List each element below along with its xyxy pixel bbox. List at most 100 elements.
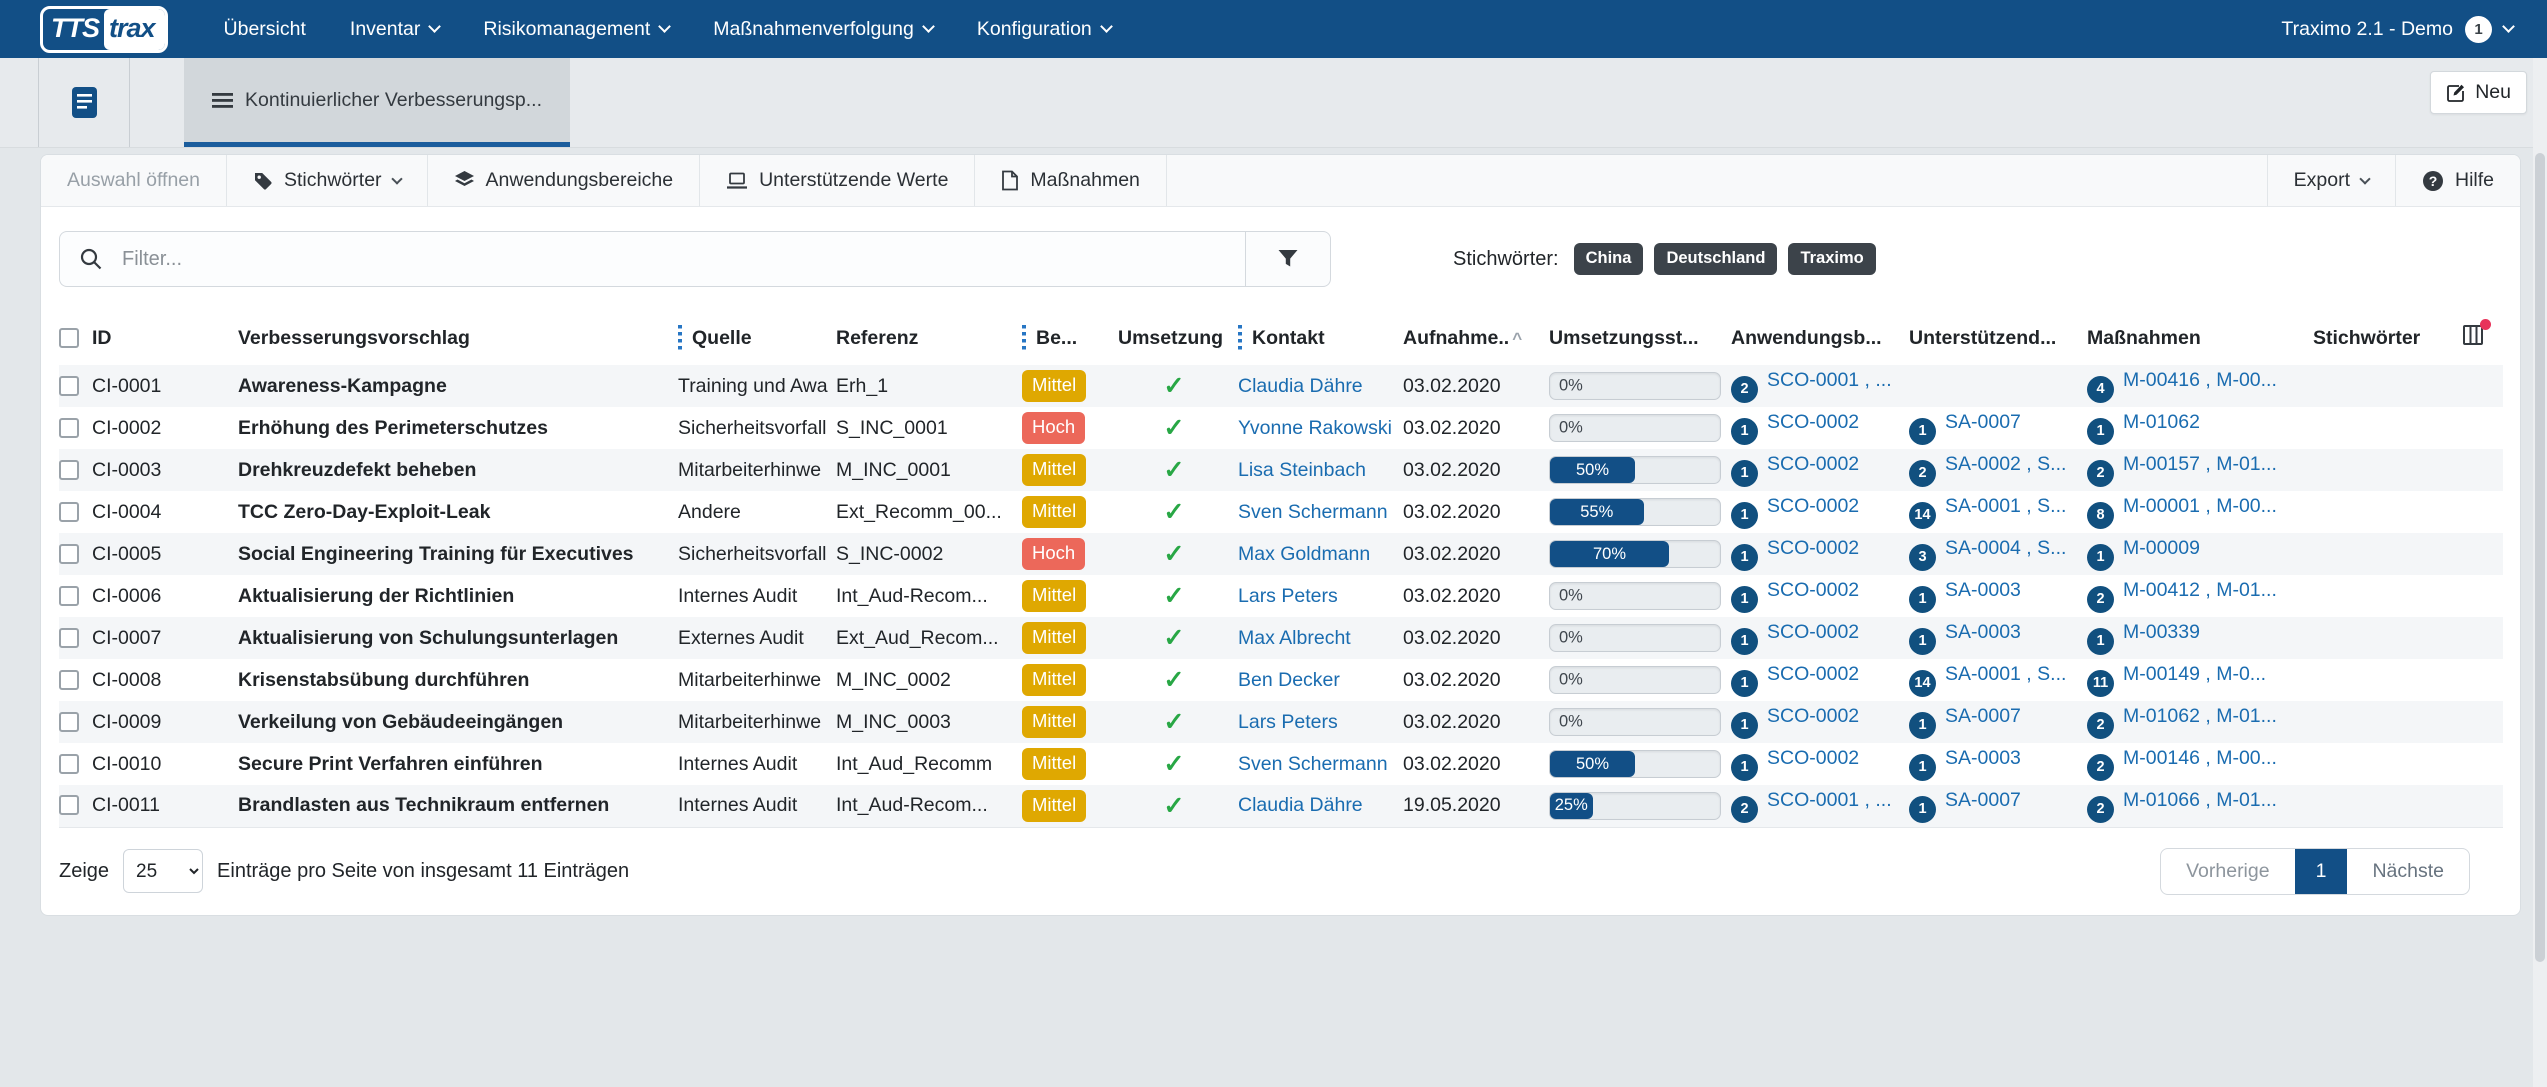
keyword-badge-deutschland[interactable]: Deutschland (1654, 243, 1778, 275)
scopes-cell-link[interactable]: SCO-0002 (1767, 411, 1860, 434)
column-header-unterstuetzende-werte[interactable]: Unterstützend... (1909, 326, 2057, 349)
contact-link[interactable]: Yvonne Rakowski (1238, 416, 1392, 439)
column-header-verbesserungsvorschlag[interactable]: Verbesserungsvorschlag (238, 326, 470, 349)
column-header-massnahmen[interactable]: Maßnahmen (2087, 326, 2201, 349)
filter-funnel-button[interactable] (1245, 231, 1331, 287)
column-header-umsetzung[interactable]: Umsetzung (1118, 326, 1224, 349)
scopes-cell-link[interactable]: SCO-0002 (1767, 747, 1860, 770)
measures-cell-link[interactable]: M-00149 , M-0... (2123, 663, 2267, 686)
scopes-cell-link[interactable]: SCO-0001 , ... (1767, 789, 1892, 811)
measures-cell-link[interactable]: M-00157 , M-01... (2123, 453, 2277, 476)
measures-cell-link[interactable]: M-00146 , M-00... (2123, 747, 2277, 770)
contact-link[interactable]: Lars Peters (1238, 584, 1338, 607)
scopes-cell-link[interactable]: SCO-0002 (1767, 621, 1860, 644)
pagination-previous-button[interactable]: Vorherige (2186, 859, 2270, 882)
row-checkbox[interactable] (59, 795, 79, 816)
column-header-referenz[interactable]: Referenz (836, 326, 919, 349)
scrollbar-thumb[interactable] (2535, 153, 2545, 962)
page-size-select[interactable]: 25 (123, 849, 204, 893)
measures-button[interactable]: Maßnahmen (975, 155, 1167, 206)
measures-cell-link[interactable]: M-01062 (2123, 411, 2200, 434)
supporting-values-cell-link[interactable]: SA-0003 (1945, 621, 2021, 644)
column-header-kontakt[interactable]: Kontakt (1238, 313, 1403, 365)
new-entry-button[interactable]: Neu (2430, 71, 2527, 114)
row-checkbox[interactable] (59, 669, 79, 690)
supporting-values-cell-link[interactable]: SA-0007 (1945, 705, 2021, 728)
select-all-checkbox[interactable] (59, 327, 79, 348)
supporting-values-button[interactable]: Unterstützende Werte (700, 155, 976, 206)
scopes-button[interactable]: Anwendungsbereiche (428, 155, 701, 206)
row-checkbox[interactable] (59, 375, 79, 396)
menu-item-konfiguration[interactable]: Konfiguration (977, 18, 1113, 41)
column-drag-handle[interactable] (1238, 325, 1242, 351)
tenant-switcher[interactable]: Traximo 2.1 - Demo 1 (2281, 15, 2515, 43)
column-header-quelle[interactable]: Quelle (678, 313, 836, 365)
measures-cell-link[interactable]: M-00009 (2123, 537, 2200, 560)
scopes-cell-link[interactable]: SCO-0002 (1767, 537, 1860, 560)
supporting-values-cell-link[interactable]: SA-0007 (1945, 789, 2021, 811)
measures-cell-link[interactable]: M-00412 , M-01... (2123, 579, 2277, 602)
keyword-badge-china[interactable]: China (1573, 243, 1644, 275)
row-checkbox[interactable] (59, 417, 79, 438)
app-logo[interactable]: TTS trax (40, 5, 168, 53)
contact-link[interactable]: Lars Peters (1238, 710, 1338, 733)
column-picker-button[interactable] (2461, 319, 2491, 347)
contact-link[interactable]: Ben Decker (1238, 668, 1340, 691)
pagination-next-button[interactable]: Nächste (2372, 859, 2444, 882)
export-dropdown-button[interactable]: Export (2266, 155, 2395, 206)
row-checkbox[interactable] (59, 501, 79, 522)
row-checkbox[interactable] (59, 543, 79, 564)
scopes-cell-link[interactable]: SCO-0002 (1767, 663, 1860, 686)
contact-link[interactable]: Sven Schermann (1238, 752, 1388, 775)
contact-link[interactable]: Max Goldmann (1238, 542, 1371, 565)
column-header-bewertung[interactable]: Be... (1022, 313, 1118, 365)
open-selection-button[interactable]: Auswahl öffnen (41, 155, 227, 206)
supporting-values-cell-link[interactable]: SA-0003 (1945, 747, 2021, 770)
column-drag-handle[interactable] (1022, 325, 1026, 351)
help-button[interactable]: ? Hilfe (2394, 155, 2520, 206)
contact-link[interactable]: Claudia Dähre (1238, 374, 1363, 397)
measures-cell-link[interactable]: M-00416 , M-00... (2123, 369, 2277, 392)
row-checkbox[interactable] (59, 753, 79, 774)
keyword-badge-traximo[interactable]: Traximo (1788, 243, 1876, 275)
menu-item-massnahmenverfolgung[interactable]: Maßnahmenverfolgung (713, 18, 935, 41)
contact-link[interactable]: Sven Schermann (1238, 500, 1388, 523)
vertical-scrollbar[interactable] (2533, 58, 2547, 1087)
filter-input[interactable] (59, 231, 1245, 287)
column-header-umsetzungsstand[interactable]: Umsetzungsst... (1549, 326, 1699, 349)
scopes-cell-link[interactable]: SCO-0002 (1767, 495, 1860, 518)
supporting-values-cell-link[interactable]: SA-0002 , S... (1945, 453, 2067, 476)
row-checkbox[interactable] (59, 627, 79, 648)
scopes-cell-link[interactable]: SCO-0002 (1767, 579, 1860, 602)
contact-link[interactable]: Max Albrecht (1238, 626, 1351, 649)
supporting-values-cell-link[interactable]: SA-0001 , S... (1945, 663, 2067, 686)
scopes-cell-link[interactable]: SCO-0002 (1767, 453, 1860, 476)
scopes-cell-link[interactable]: SCO-0001 , ... (1767, 369, 1892, 392)
column-header-id[interactable]: ID (92, 326, 112, 349)
supporting-values-cell-link[interactable]: SA-0007 (1945, 411, 2021, 434)
column-header-stichwoerter[interactable]: Stichwörter (2313, 326, 2421, 349)
menu-item-inventar[interactable]: Inventar (350, 18, 442, 41)
row-checkbox[interactable] (59, 711, 79, 732)
keywords-dropdown-button[interactable]: Stichwörter (227, 155, 428, 206)
measures-cell-link[interactable]: M-01062 , M-01... (2123, 705, 2277, 728)
report-list-button[interactable] (38, 58, 130, 147)
scopes-cell-link[interactable]: SCO-0002 (1767, 705, 1860, 728)
contact-link[interactable]: Claudia Dähre (1238, 794, 1363, 817)
measures-cell-link[interactable]: M-00001 , M-00... (2123, 495, 2277, 518)
row-checkbox[interactable] (59, 459, 79, 480)
row-checkbox[interactable] (59, 585, 79, 606)
supporting-values-cell-link[interactable]: SA-0001 , S... (1945, 495, 2067, 518)
pagination-page-1[interactable]: 1 (2294, 848, 2348, 894)
menu-item-risikomanagement[interactable]: Risikomanagement (483, 18, 672, 41)
supporting-values-cell-link[interactable]: SA-0003 (1945, 579, 2021, 602)
column-header-anwendungsbereiche[interactable]: Anwendungsb... (1731, 326, 1882, 349)
column-drag-handle[interactable] (678, 325, 682, 351)
column-header-aufnahme[interactable]: Aufnahme.. ^ (1403, 326, 1523, 349)
supporting-values-cell-link[interactable]: SA-0004 , S... (1945, 537, 2067, 560)
menu-item-uebersicht[interactable]: Übersicht (224, 18, 306, 41)
contact-link[interactable]: Lisa Steinbach (1238, 458, 1366, 481)
measures-cell-link[interactable]: M-01066 , M-01... (2123, 789, 2277, 811)
measures-cell-link[interactable]: M-00339 (2123, 621, 2200, 644)
tab-kontinuierlicher-verbesserungsprozess[interactable]: Kontinuierlicher Verbesserungsp... (184, 58, 571, 147)
